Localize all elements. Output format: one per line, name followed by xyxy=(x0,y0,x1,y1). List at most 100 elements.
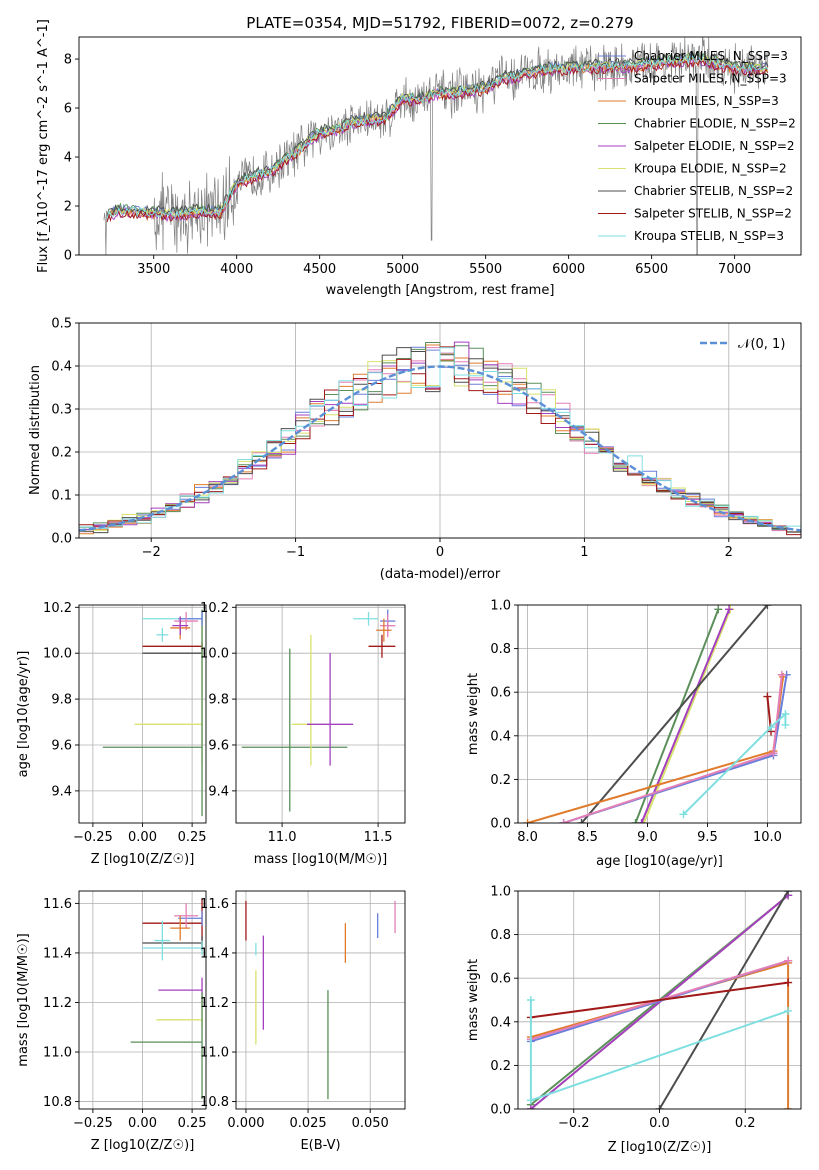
x-axis-label: Z [log10(Z/Z☉)] xyxy=(91,1138,195,1153)
y-tick-label: 11.0 xyxy=(200,1046,229,1061)
weight-marker xyxy=(769,749,778,758)
weight-marker xyxy=(714,605,723,614)
weight-marker xyxy=(763,605,772,609)
y-tick-label: 0.6 xyxy=(490,972,511,987)
x-axis-label: wavelength [Angstrom, rest frame] xyxy=(326,283,555,298)
legend-label: Chabrier STELIB, N_SSP=2 xyxy=(634,184,793,198)
weight-marker xyxy=(559,819,568,823)
x-axis-label: Z [log10(Z/Z☉)] xyxy=(91,852,195,867)
weight-plot-area xyxy=(523,605,791,823)
residuals-panel: −2 −1 0 1 2 0.0 0.1 0.2 0.3 0.4 0.5 (data-model)/er… xyxy=(28,317,802,582)
weight-marker xyxy=(526,996,535,1004)
x-tick-label: 6000 xyxy=(552,262,585,277)
model-line-3 xyxy=(106,51,769,217)
weight-marker xyxy=(577,819,586,823)
x-tick-label: 10.0 xyxy=(753,830,782,845)
y-tick-label: 2 xyxy=(64,200,72,215)
y-tick-label: 0.4 xyxy=(51,360,72,375)
y-tick-label: 9.4 xyxy=(208,784,229,799)
y-tick-label: 0.2 xyxy=(490,1059,511,1074)
weight-marker xyxy=(679,810,688,819)
weight-marker xyxy=(784,891,793,895)
weight-marker xyxy=(784,1105,793,1109)
model-line-8 xyxy=(106,54,769,219)
y-tick-label: 11.6 xyxy=(200,897,229,912)
y-tick-label: 9.8 xyxy=(51,693,72,708)
y-tick-label: 0.0 xyxy=(490,817,511,832)
weight-line-7 xyxy=(530,981,789,1019)
spectrum-panel: 3500 4000 4500 5000 5500 6000 6500 7000 0 2 4 6 8 PLA… xyxy=(36,14,802,298)
axes-frame xyxy=(78,322,802,539)
x-tick-label: 5000 xyxy=(386,262,419,277)
y-tick-label: 9.6 xyxy=(51,738,72,753)
mass_vs_Z-panel: −0.25 0.00 0.25 10.8 11.0 11.2 11.4 11.6 Z [log1… xyxy=(16,890,207,1153)
legend-label: Chabrier ELODIE, N_SSP=2 xyxy=(634,117,796,131)
y-tick-label: 9.6 xyxy=(208,738,229,753)
weight-line-2 xyxy=(640,609,731,823)
y-tick-label: 4 xyxy=(64,151,72,166)
x-tick-label: 0.00 xyxy=(128,830,157,845)
x-tick-label: 0.025 xyxy=(289,1116,326,1131)
x-axis-label: (data-model)/error xyxy=(380,567,501,582)
legend-label: 𝒩(0, 1) xyxy=(738,337,785,352)
x-tick-label: 0.25 xyxy=(178,830,207,845)
x-tick-label: 9.5 xyxy=(697,830,718,845)
x-tick-label: −0.25 xyxy=(73,830,113,845)
x-tick-label: 1 xyxy=(580,545,588,560)
y-tick-label: 1.0 xyxy=(490,885,511,900)
x-axis-label: Z [log10(Z/Z☉)] xyxy=(608,1140,712,1155)
weight-marker xyxy=(784,1006,793,1015)
x-tick-label: 8.5 xyxy=(577,830,598,845)
weight-marker xyxy=(526,1105,535,1109)
y-tick-label: 10.2 xyxy=(200,601,229,616)
y-axis-label: mass [log10(M/M☉)] xyxy=(16,933,31,1066)
hist-plot-area xyxy=(79,341,801,537)
x-tick-label: −1 xyxy=(286,545,305,560)
x-tick-label: 11.5 xyxy=(364,830,393,845)
x-tick-label: 2 xyxy=(725,545,733,560)
x-tick-label: −0.25 xyxy=(73,1116,113,1131)
axes-frame xyxy=(78,604,207,824)
y-tick-label: 0.0 xyxy=(51,532,72,547)
y-axis-label: Flux [f_λ10^-17 erg cm^-2 s^-1 A^-1] xyxy=(36,19,51,273)
y-axis-label: mass weight xyxy=(466,673,481,755)
y-tick-label: 9.4 xyxy=(51,784,72,799)
y-tick-label: 11.6 xyxy=(43,897,72,912)
x-tick-label: 8.0 xyxy=(517,830,538,845)
errorbar-plot-area xyxy=(130,898,203,1100)
weight-marker xyxy=(777,670,786,679)
legend-label: Salpeter STELIB, N_SSP=2 xyxy=(634,207,792,221)
y-tick-label: 0.3 xyxy=(51,403,72,418)
chart-title: PLATE=0354, MJD=51792, FIBERID=0072, z=0… xyxy=(246,14,633,32)
weight-line-8 xyxy=(682,711,787,816)
x-tick-label: 4000 xyxy=(220,262,253,277)
y-tick-label: 10.8 xyxy=(200,1095,229,1110)
x-tick-label: 0.0 xyxy=(649,1116,670,1131)
weight-marker xyxy=(725,605,734,614)
weight-line-3 xyxy=(658,891,789,1109)
weight-line-1 xyxy=(642,609,732,823)
y-axis-label: Normed distribution xyxy=(28,365,43,495)
axes-frame xyxy=(517,604,802,824)
weight-marker xyxy=(637,819,646,823)
weight-marker xyxy=(655,1105,664,1109)
y-tick-label: 6 xyxy=(64,102,72,117)
spectrum-plot-area xyxy=(103,37,769,255)
y-tick-label: 0.2 xyxy=(51,446,72,461)
errorbar-plot-area xyxy=(102,609,203,817)
weight-plot-area xyxy=(526,891,793,1109)
x-tick-label: 3500 xyxy=(137,262,170,277)
legend-label: Salpeter MILES, N_SSP=3 xyxy=(634,72,787,86)
weight-marker xyxy=(784,978,793,987)
y-tick-label: 11.2 xyxy=(200,996,229,1011)
x-axis-label: mass [log10(M/M☉)] xyxy=(254,852,387,867)
y-tick-label: 0.5 xyxy=(51,317,72,332)
weight_vs_Z-panel: −0.2 0.0 0.2 0.0 0.2 0.4 0.6 0.8 1.0 Z [log10(Z/Z… xyxy=(466,885,802,1155)
weight-marker xyxy=(767,723,776,732)
axes-frame xyxy=(235,890,406,1110)
y-tick-label: 0 xyxy=(64,249,72,264)
y-tick-label: 0.2 xyxy=(490,773,511,788)
x-tick-label: 5500 xyxy=(469,262,502,277)
axes-frame xyxy=(235,604,406,824)
